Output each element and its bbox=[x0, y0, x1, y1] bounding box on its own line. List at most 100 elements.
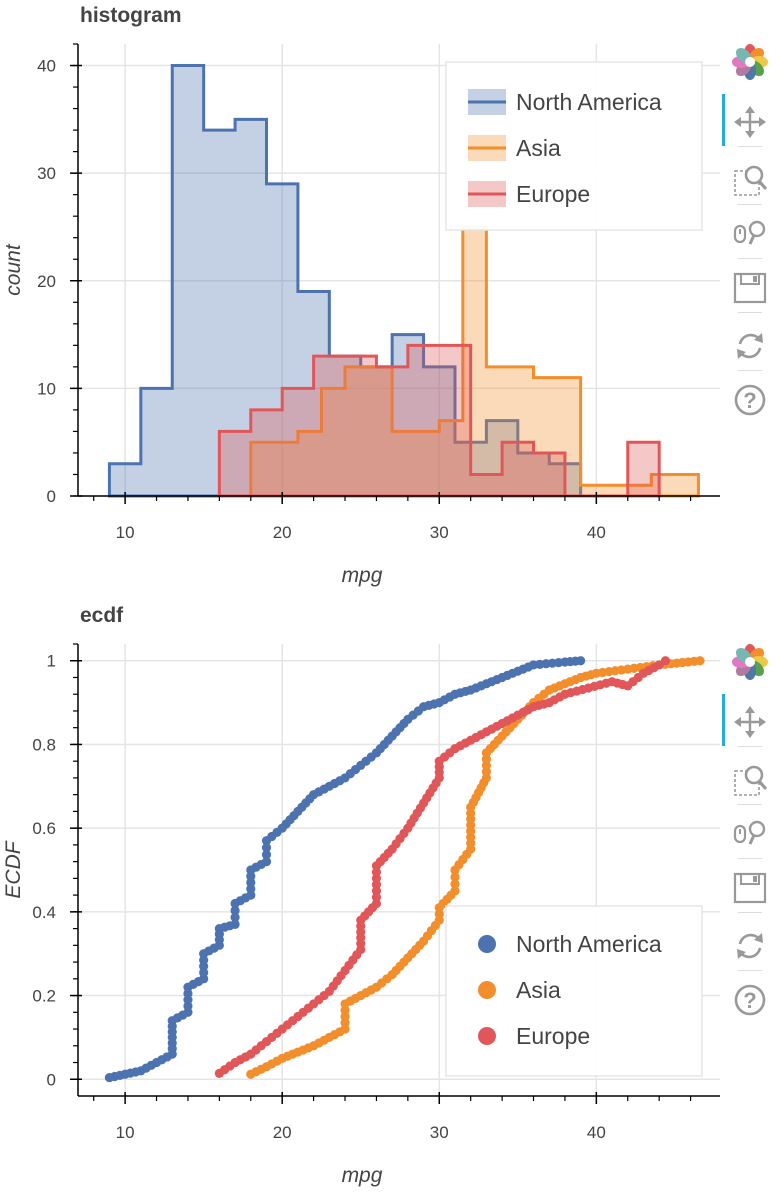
bokeh-logo-tool bbox=[722, 40, 778, 84]
chart-title: ecdf bbox=[80, 604, 124, 627]
ecdf-point bbox=[261, 843, 272, 853]
ecdf-point bbox=[450, 872, 460, 882]
toolbar-divider bbox=[738, 912, 762, 913]
wheel-zoom-icon bbox=[733, 220, 766, 245]
series-europe bbox=[214, 656, 671, 1078]
y-tick-label: 0.2 bbox=[32, 987, 56, 1006]
pan-tool[interactable] bbox=[722, 100, 778, 144]
legend-item: Europe bbox=[468, 181, 590, 207]
ecdf-point bbox=[450, 886, 460, 896]
reset-tool[interactable] bbox=[722, 324, 778, 368]
chart-title: histogram bbox=[80, 4, 182, 27]
pan-icon bbox=[734, 706, 766, 738]
histogram-figure: histogram 10 20 30 40 0 10 20 30 40 mpg count North… bbox=[0, 0, 778, 600]
legend-item: North America bbox=[478, 931, 662, 957]
y-tick-label: 30 bbox=[37, 164, 56, 183]
legend-marker bbox=[478, 1027, 496, 1045]
x-tick-label: 10 bbox=[116, 523, 135, 542]
y-tick-label: 0.4 bbox=[32, 903, 56, 922]
legend-label: North America bbox=[516, 89, 662, 115]
y-tick-label: 0.8 bbox=[32, 735, 56, 754]
series-north-america bbox=[104, 656, 586, 1083]
y-tick-label: 0.6 bbox=[32, 819, 56, 838]
toolbar-divider bbox=[738, 370, 762, 371]
ecdf-point bbox=[261, 850, 272, 860]
x-tick-label: 10 bbox=[116, 1123, 135, 1142]
ecdf-point bbox=[230, 905, 240, 916]
wheel-zoom-tool[interactable] bbox=[722, 212, 778, 256]
x-tick-label: 40 bbox=[587, 1123, 606, 1142]
box-zoom-tool[interactable] bbox=[722, 158, 778, 202]
legend-item: Europe bbox=[478, 1023, 590, 1049]
ecdf-figure: ecdf 10 20 30 40 0 0.2 0.4 0.6 0.8 1 mpg ECDF North … bbox=[0, 600, 780, 1200]
axes: 10 20 30 40 0 0.2 0.4 0.6 0.8 1 mpg ECDF bbox=[2, 643, 720, 1187]
x-tick-label: 30 bbox=[430, 523, 449, 542]
bokeh-logo-icon bbox=[732, 44, 768, 80]
legend-box bbox=[445, 61, 703, 231]
help-tool[interactable]: ? bbox=[722, 978, 778, 1022]
y-tick-label: 1 bbox=[47, 652, 56, 671]
axes: 10 20 30 40 0 10 20 30 40 mpg count bbox=[2, 43, 720, 587]
toolbar-divider bbox=[738, 312, 762, 313]
toolbar-divider bbox=[738, 858, 762, 859]
bokeh-logo-tool bbox=[722, 640, 778, 684]
y-axis-label: ECDF bbox=[2, 840, 25, 898]
y-axis-label: count bbox=[2, 243, 25, 296]
active-tool-indicator bbox=[722, 94, 725, 146]
legend-label: Europe bbox=[516, 1023, 590, 1049]
ecdf-plot[interactable]: 10 20 30 40 0 0.2 0.4 0.6 0.8 1 mpg ECDF North Ameri… bbox=[0, 600, 720, 1200]
active-tool-indicator bbox=[722, 694, 725, 746]
x-tick-label: 20 bbox=[273, 1123, 292, 1142]
help-tool[interactable]: ? bbox=[722, 378, 778, 422]
toolbar-divider bbox=[738, 804, 762, 805]
pan-tool[interactable] bbox=[722, 700, 778, 744]
wheel-zoom-icon bbox=[733, 820, 766, 845]
x-tick-label: 30 bbox=[430, 1123, 449, 1142]
help-icon: ? bbox=[734, 384, 766, 416]
svg-text:?: ? bbox=[743, 388, 756, 413]
y-tick-label: 40 bbox=[37, 57, 56, 76]
legend-label: North America bbox=[516, 931, 662, 957]
legend-marker bbox=[478, 981, 496, 999]
save-tool[interactable] bbox=[722, 266, 778, 310]
box-zoom-tool[interactable] bbox=[722, 758, 778, 802]
save-tool[interactable] bbox=[722, 866, 778, 910]
x-tick-label: 20 bbox=[273, 523, 292, 542]
reset-icon bbox=[737, 333, 763, 359]
reset-tool[interactable] bbox=[722, 924, 778, 968]
y-tick-label: 0 bbox=[47, 487, 56, 506]
legend-item: North America bbox=[468, 89, 662, 115]
toolbar-divider bbox=[738, 146, 762, 147]
x-axis-label: mpg bbox=[342, 1164, 383, 1187]
ecdf-point bbox=[261, 857, 272, 867]
bokeh-logo-icon bbox=[732, 644, 768, 680]
legend-item: Asia bbox=[468, 135, 561, 161]
box-zoom-icon bbox=[734, 165, 768, 196]
y-tick-label: 10 bbox=[37, 379, 56, 398]
ecdf-point bbox=[660, 656, 671, 666]
wheel-zoom-tool[interactable] bbox=[722, 812, 778, 856]
legend-label: Europe bbox=[516, 181, 590, 207]
series-asia bbox=[246, 656, 705, 1079]
ecdf-point bbox=[230, 919, 240, 930]
reset-icon bbox=[737, 933, 763, 959]
svg-text:?: ? bbox=[743, 988, 756, 1013]
toolbar-divider bbox=[738, 970, 762, 971]
legend: North America Asia Europe bbox=[445, 905, 703, 1077]
toolbar-divider bbox=[738, 258, 762, 259]
legend-item: Asia bbox=[478, 977, 561, 1003]
ecdf-point bbox=[576, 656, 586, 666]
x-tick-label: 40 bbox=[587, 523, 606, 542]
legend-label: Asia bbox=[516, 977, 561, 1003]
pan-icon bbox=[734, 106, 766, 138]
toolbar-divider bbox=[738, 746, 762, 747]
y-tick-label: 0 bbox=[47, 1070, 56, 1089]
x-axis-label: mpg bbox=[342, 564, 383, 587]
help-icon: ? bbox=[734, 984, 766, 1016]
box-zoom-icon bbox=[734, 765, 768, 796]
legend: North America Asia Europe bbox=[445, 61, 703, 231]
histogram-plot[interactable]: 10 20 30 40 0 10 20 30 40 mpg count North America As… bbox=[0, 0, 720, 600]
y-tick-label: 20 bbox=[37, 272, 56, 291]
save-icon bbox=[733, 272, 767, 304]
ecdf-point bbox=[230, 912, 240, 923]
